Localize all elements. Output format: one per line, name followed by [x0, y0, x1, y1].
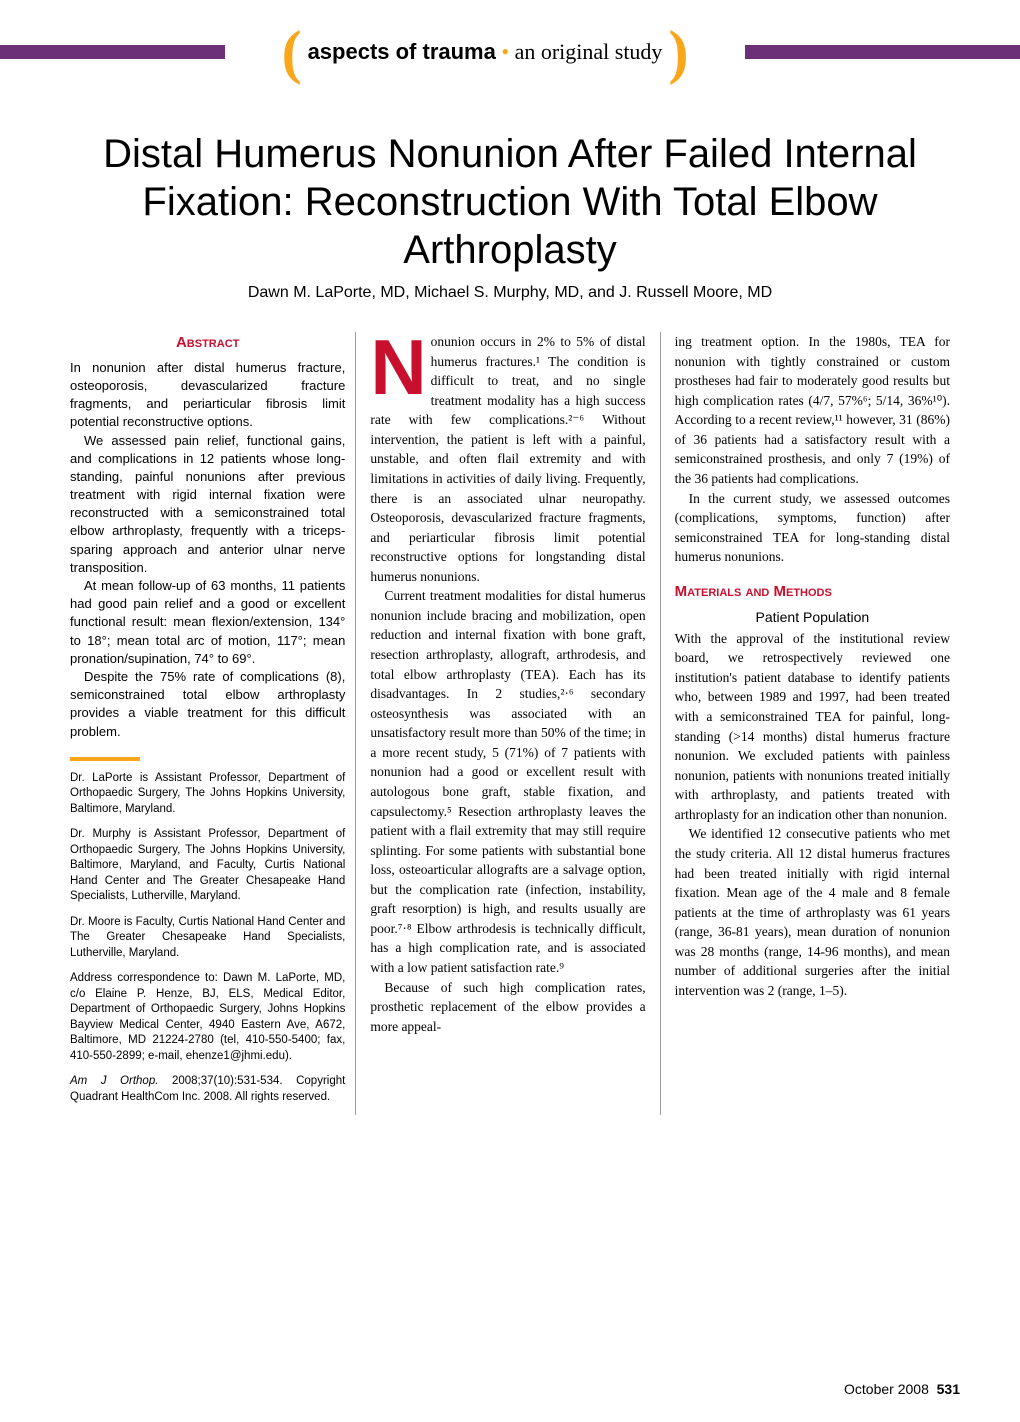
- subheading-patient-pop: Patient Population: [675, 607, 950, 627]
- abstract-p2: We assessed pain relief, functional gain…: [70, 432, 345, 578]
- affiliation-2: Dr. Murphy is Assistant Professor, Depar…: [70, 827, 345, 905]
- column-middle: Nonunion occurs in 2% to 5% of distal hu…: [355, 332, 660, 1115]
- page-footer: October 2008 531: [844, 1381, 960, 1397]
- abstract-p1: In nonunion after distal humerus fractur…: [70, 359, 345, 432]
- body-p1: Nonunion occurs in 2% to 5% of distal hu…: [370, 332, 645, 586]
- bullet-icon: •: [501, 39, 509, 64]
- footer-page-number: 531: [937, 1381, 960, 1397]
- body-p2: Current treatment modalities for distal …: [370, 586, 645, 977]
- body-p3: Because of such high complication rates,…: [370, 978, 645, 1037]
- journal-name: Am J Orthop.: [70, 1075, 158, 1087]
- body-p6: With the approval of the institutional r…: [675, 629, 950, 825]
- abstract-p4: Despite the 75% rate of complications (8…: [70, 668, 345, 741]
- section-header: ( aspects of trauma • an original study …: [0, 30, 1020, 80]
- article-authors: Dawn M. LaPorte, MD, Michael S. Murphy, …: [0, 284, 1020, 302]
- column-right: ing treatment option. In the 1980s, TEA …: [661, 332, 960, 1115]
- bracket-left-icon: (: [282, 32, 302, 72]
- header-bar-left: [0, 45, 225, 59]
- header-bar-right: [745, 45, 1020, 59]
- correspondence: Address correspondence to: Dawn M. LaPor…: [70, 971, 345, 1064]
- affiliation-3: Dr. Moore is Faculty, Curtis National Ha…: [70, 915, 345, 962]
- header-section-bold: aspects of trauma: [308, 39, 496, 64]
- abstract-heading: Abstract: [70, 332, 345, 354]
- bracket-right-icon: ): [668, 32, 688, 72]
- dropcap: N: [370, 332, 430, 396]
- section-heading-materials: Materials and Methods: [675, 581, 950, 603]
- column-left: Abstract In nonunion after distal humeru…: [60, 332, 355, 1115]
- abstract-body: In nonunion after distal humerus fractur…: [70, 359, 345, 741]
- body-p4: ing treatment option. In the 1980s, TEA …: [675, 332, 950, 489]
- body-p5: In the current study, we assessed outcom…: [675, 489, 950, 567]
- footer-date: October 2008: [844, 1381, 929, 1397]
- citation: Am J Orthop. 2008;37(10):531-534. Copyri…: [70, 1074, 345, 1105]
- orange-divider: [70, 757, 140, 761]
- header-text: aspects of trauma • an original study: [302, 39, 669, 65]
- affiliations: Dr. LaPorte is Assistant Professor, Depa…: [70, 771, 345, 1106]
- content-columns: Abstract In nonunion after distal humeru…: [0, 332, 1020, 1115]
- abstract-p3: At mean follow-up of 63 months, 11 patie…: [70, 577, 345, 668]
- body-p7: We identified 12 consecutive patients wh…: [675, 824, 950, 1000]
- header-pill: ( aspects of trauma • an original study …: [215, 30, 755, 74]
- header-section-light: an original study: [515, 39, 663, 64]
- affiliation-1: Dr. LaPorte is Assistant Professor, Depa…: [70, 771, 345, 818]
- article-title: Distal Humerus Nonunion After Failed Int…: [80, 130, 940, 274]
